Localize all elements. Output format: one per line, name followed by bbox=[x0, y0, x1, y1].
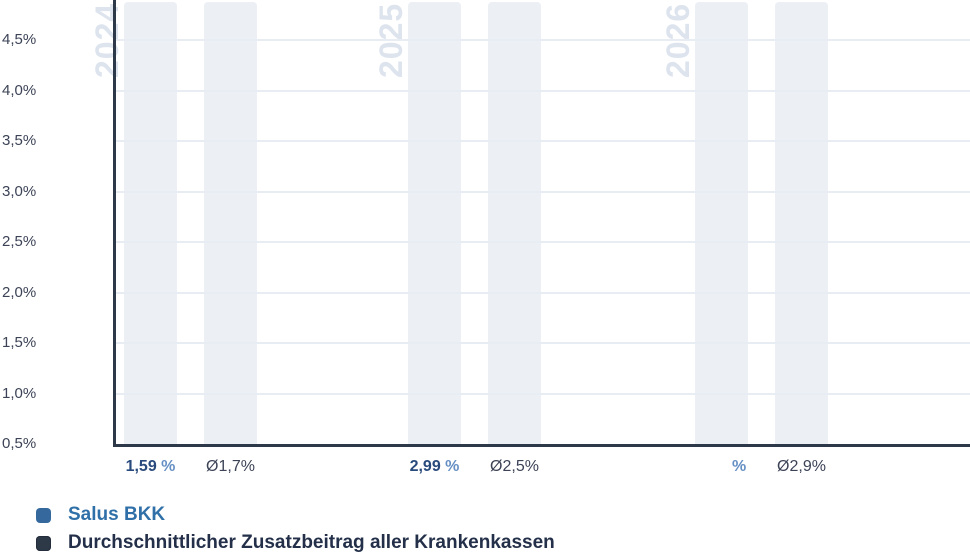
x-axis-line bbox=[113, 444, 970, 447]
y-tick-label: 4,0% bbox=[2, 81, 37, 99]
y-tick-label: 4,5% bbox=[2, 31, 37, 48]
legend-item-average: Durchschnittlicher Zusatzbeitrag aller K… bbox=[36, 531, 555, 555]
y-tick-label: 3,5% bbox=[2, 132, 37, 149]
y-tick-label: 1,0% bbox=[2, 384, 37, 402]
gridline-4,5% bbox=[116, 39, 970, 41]
value-label-average-2025: Ø2,5% bbox=[490, 458, 539, 475]
column-background bbox=[124, 2, 177, 444]
y-tick-label: 0,5% bbox=[2, 435, 37, 452]
y-axis-line bbox=[113, 0, 116, 447]
legend-item-salus: Salus BKK bbox=[36, 503, 555, 527]
legend-label-salus: Salus BKK bbox=[68, 504, 166, 525]
y-tick-label: 2,5% bbox=[2, 233, 37, 250]
y-tick-label: 2,0% bbox=[2, 283, 37, 301]
legend-marker-salus bbox=[36, 507, 51, 523]
gridline-3,5% bbox=[116, 140, 970, 142]
legend-label-average: Durchschnittlicher Zusatzbeitrag aller K… bbox=[68, 532, 555, 553]
column-background bbox=[408, 2, 461, 444]
y-tick-label: 1,5% bbox=[2, 334, 37, 351]
value-label-salus-2025: 2,99 % bbox=[409, 458, 460, 475]
gridline-2,0% bbox=[116, 291, 970, 294]
value-label-salus-2026: % bbox=[732, 458, 747, 475]
column-background bbox=[488, 2, 541, 444]
gridline-3,0% bbox=[116, 190, 970, 193]
y-tick-label: 3,0% bbox=[2, 182, 37, 200]
gridline-4,0% bbox=[116, 89, 970, 92]
gridline-1,5% bbox=[116, 342, 970, 344]
value-label-average-2024: Ø1,7% bbox=[206, 458, 255, 475]
legend-marker-average bbox=[36, 535, 51, 551]
legend: Salus BKK Durchschnittlicher Zusatzbeitr… bbox=[36, 503, 555, 559]
gridline-2,5% bbox=[116, 241, 970, 243]
column-background bbox=[204, 2, 257, 444]
value-label-average-2026: Ø2,9% bbox=[777, 458, 826, 475]
value-label-salus-2024: 1,59 % bbox=[125, 458, 176, 475]
gridline-1,0% bbox=[116, 392, 970, 395]
column-background bbox=[695, 2, 748, 444]
column-background bbox=[775, 2, 828, 444]
